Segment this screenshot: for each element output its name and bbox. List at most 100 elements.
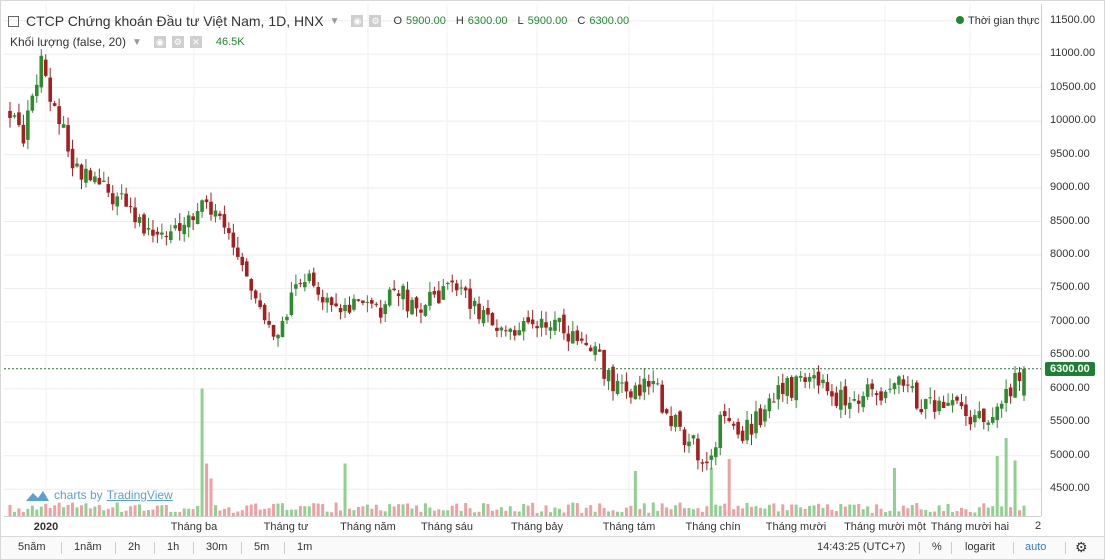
candle-body xyxy=(785,378,790,396)
candle-body xyxy=(839,389,843,410)
log-scale-toggle[interactable]: logarit xyxy=(965,541,995,553)
volume-bar xyxy=(245,505,249,516)
timeframe-1y-button[interactable]: 1năm xyxy=(74,541,102,553)
volume-label[interactable]: Khối lượng (false, 20) xyxy=(10,35,126,49)
candle-body xyxy=(713,447,718,458)
chart-pane[interactable] xyxy=(4,4,1041,516)
chevron-down-icon[interactable]: ▼ xyxy=(329,15,340,27)
gear-icon[interactable]: ⚙ xyxy=(1075,539,1088,555)
timeframe-30m-button[interactable]: 30m xyxy=(206,541,228,553)
volume-bar xyxy=(93,506,97,516)
candle-body xyxy=(155,231,160,235)
divider xyxy=(1013,542,1014,554)
candle-body xyxy=(428,291,432,306)
tradingview-watermark[interactable]: charts by TradingView xyxy=(24,488,173,502)
candle-body xyxy=(262,304,267,321)
price-tick-label: 11000.00 xyxy=(1050,47,1096,60)
settings-small-icon[interactable]: ⚙ xyxy=(171,36,184,48)
volume-bar xyxy=(490,510,494,516)
volume-bar xyxy=(316,503,320,516)
candle-body xyxy=(307,273,312,281)
candle-body xyxy=(410,299,414,315)
auto-scale-toggle[interactable]: auto xyxy=(1025,541,1047,553)
candle-body xyxy=(682,429,687,446)
candle-body xyxy=(821,379,825,384)
candle-body xyxy=(258,300,262,308)
chevron-down-icon[interactable]: ▼ xyxy=(131,36,142,48)
timeframe-5y-button[interactable]: 5năm xyxy=(18,541,46,553)
candle-body xyxy=(606,370,611,382)
price-axis[interactable]: 11500.00 11000.00 10500.00 10000.00 9500.00 9… xyxy=(1041,4,1104,516)
symbol-title[interactable]: CTCP Chứng khoán Đầu tư Việt Nam, 1D, HN… xyxy=(26,13,324,29)
volume-bar xyxy=(557,508,561,516)
close-icon[interactable]: ✕ xyxy=(189,36,202,48)
collapse-legend-icon[interactable] xyxy=(8,15,19,27)
volume-bar xyxy=(705,506,709,516)
volume-bar xyxy=(142,510,146,516)
volume-bar xyxy=(700,511,704,516)
volume-bar xyxy=(289,509,293,516)
volume-bar xyxy=(294,509,298,516)
candle-body xyxy=(1022,368,1026,396)
volume-bar xyxy=(1022,505,1026,516)
volume-value: 46.5K xyxy=(215,36,245,48)
percent-toggle[interactable]: % xyxy=(932,541,942,553)
volume-bar xyxy=(263,508,267,516)
candle-body xyxy=(807,376,812,382)
volume-bar xyxy=(741,508,745,516)
time-axis[interactable]: 2020 Tháng ba Tháng tư Tháng năm Tháng sáu Th… xyxy=(4,516,1041,537)
candle-body xyxy=(182,224,187,235)
candle-body xyxy=(575,330,580,341)
timeframe-5m-button[interactable]: 5m xyxy=(254,541,270,553)
timeframe-2h-button[interactable]: 2h xyxy=(128,541,141,553)
volume-bar xyxy=(861,509,865,516)
volume-bar xyxy=(330,512,334,516)
timeframe-1m-button[interactable]: 1m xyxy=(297,541,313,553)
volume-bar xyxy=(656,511,660,516)
candle-body xyxy=(39,55,44,88)
eye-icon[interactable]: ◉ xyxy=(351,15,364,27)
volume-bar xyxy=(611,510,615,516)
volume-bar xyxy=(441,510,445,516)
volume-bar xyxy=(727,459,731,516)
candle-body xyxy=(615,380,620,394)
volume-bar xyxy=(21,512,25,516)
candle-body xyxy=(562,314,566,334)
volume-bar xyxy=(115,502,119,516)
candle-body xyxy=(669,415,673,427)
volume-bar xyxy=(602,507,606,516)
candle-body xyxy=(977,411,982,419)
time-tick-label: Tháng mười một xyxy=(844,521,926,533)
volume-bar xyxy=(8,504,12,516)
candle-body xyxy=(133,207,137,223)
volume-bar xyxy=(540,511,544,516)
volume-bar xyxy=(48,507,52,516)
candle-body xyxy=(486,308,490,315)
clock-timezone[interactable]: 14:43:25 (UTC+7) xyxy=(817,541,906,553)
candle-body xyxy=(736,421,740,435)
candle-body xyxy=(740,430,745,441)
candle-body xyxy=(338,307,343,313)
time-tick-label: Tháng mười xyxy=(765,521,827,533)
volume-bar xyxy=(696,508,700,516)
timeframe-1h-button[interactable]: 1h xyxy=(167,541,180,553)
volume-bar xyxy=(678,502,682,516)
candle-body xyxy=(93,176,97,183)
candle-body xyxy=(414,297,419,309)
settings-small-icon[interactable]: ⚙ xyxy=(369,15,382,27)
volume-bar xyxy=(808,505,812,516)
price-chart[interactable] xyxy=(4,4,1041,516)
price-tick-label: 10500.00 xyxy=(1050,80,1096,93)
eye-icon[interactable]: ◉ xyxy=(153,36,166,48)
watermark-brand[interactable]: TradingView xyxy=(106,488,173,502)
candle-body xyxy=(928,397,932,399)
candle-body xyxy=(280,320,285,338)
candle-body xyxy=(294,284,298,289)
time-tick-label: Tháng tư xyxy=(263,521,309,533)
candle-body xyxy=(378,307,383,318)
volume-bar xyxy=(566,504,570,516)
volume-bar xyxy=(785,510,789,516)
candle-body xyxy=(892,383,897,390)
candle-body xyxy=(678,411,682,427)
volume-bar xyxy=(428,507,432,516)
